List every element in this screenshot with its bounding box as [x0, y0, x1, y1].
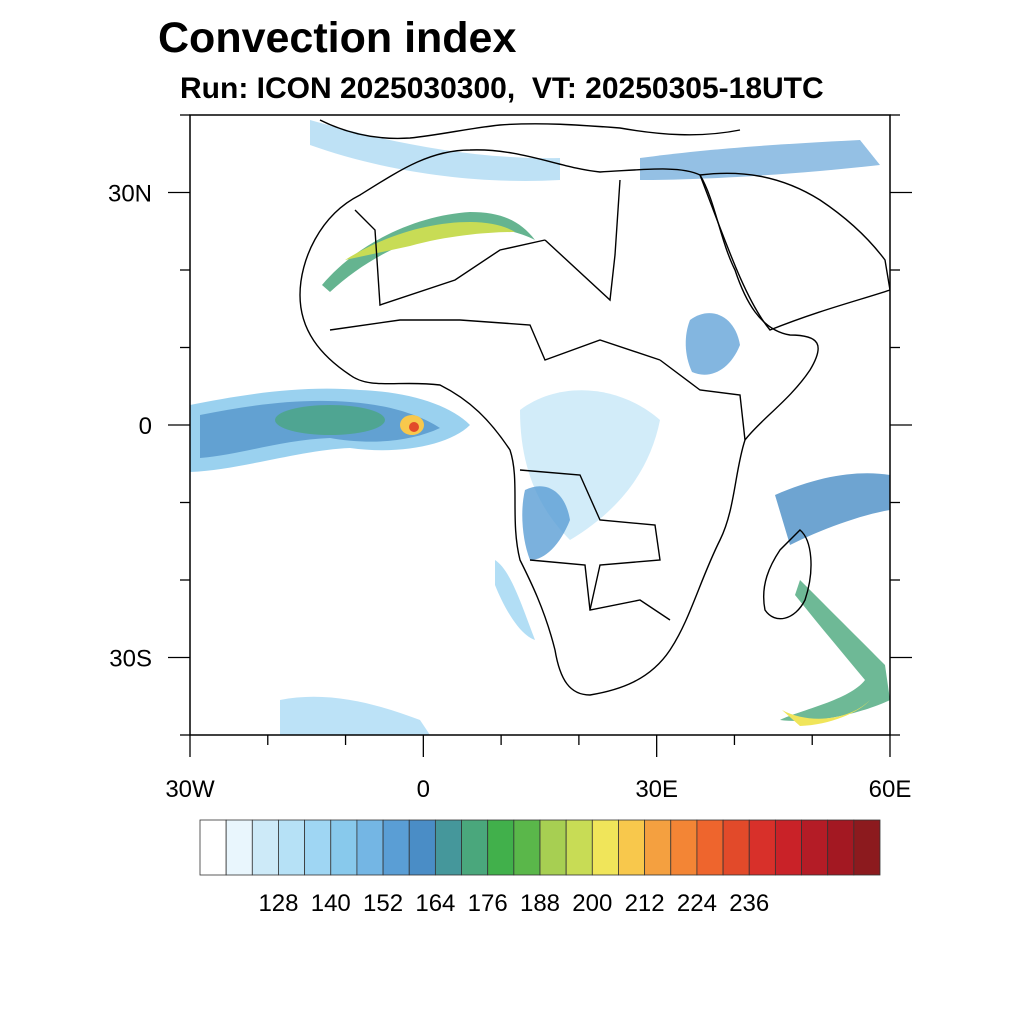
lon-tick-label: 30E [635, 776, 678, 803]
colorbar-label: 128 [258, 890, 298, 917]
field-indian-ocean [775, 473, 890, 545]
lon-tick-label: 0 [417, 776, 430, 803]
colorbar-swatch [591, 819, 619, 876]
colorbar-swatch [513, 819, 541, 876]
colorbar-label: 152 [363, 890, 403, 917]
colorbar-swatch [696, 819, 724, 876]
colorbar-swatch [539, 819, 567, 876]
field-north-strip [310, 120, 560, 181]
field-mozambique-channel [780, 580, 890, 721]
africa-outline [299, 149, 819, 696]
field-sahara-band [322, 212, 535, 292]
field-angola [522, 486, 570, 560]
colorbar-swatch [330, 819, 358, 876]
field-atlantic-hotspot-core [409, 422, 419, 432]
colorbar-swatch [225, 819, 253, 876]
colorbar-swatch [382, 819, 410, 876]
lat-tick-label: 30S [109, 646, 152, 673]
colorbar-swatch [356, 819, 384, 876]
convection-field [190, 120, 890, 735]
colorbar: 128 140 152 164 176 188 200 212 224 236 [199, 819, 881, 917]
colorbar-label: 188 [520, 890, 560, 917]
border-southern [529, 559, 671, 621]
colorbar-swatch [722, 819, 750, 876]
colorbar-label: 140 [311, 890, 351, 917]
lat-tick-label: 0 [139, 413, 152, 440]
colorbar-swatch [644, 819, 672, 876]
colorbar-swatch [461, 819, 489, 876]
field-south-atlantic [280, 696, 430, 735]
europe-coast [319, 119, 741, 140]
colorbar-swatch [774, 819, 802, 876]
colorbar-swatch [199, 819, 227, 876]
colorbar-swatch [408, 819, 436, 876]
field-southern-yellow [782, 700, 870, 726]
colorbar-label: 164 [415, 890, 455, 917]
colorbar-swatch [278, 819, 306, 876]
lon-tick-label: 30W [165, 776, 215, 803]
madagascar-outline [763, 529, 812, 620]
colorbar-swatch [487, 819, 515, 876]
colorbar-label: 212 [625, 890, 665, 917]
colorbar-label: 176 [468, 890, 508, 917]
colorbar-swatch [251, 819, 279, 876]
colorbar-swatch [304, 819, 332, 876]
border-central [544, 179, 621, 302]
border-central-south [519, 469, 661, 611]
border-west [354, 209, 546, 306]
colorbar-swatch [748, 819, 776, 876]
colorbar-swatch [801, 819, 829, 876]
colorbar-label: 236 [729, 890, 769, 917]
field-med-strip [640, 140, 880, 180]
plot-subtitle: Run: ICON 2025030300, VT: 20250305-18UTC [180, 72, 824, 105]
lon-tick-label: 60E [869, 776, 912, 803]
coastlines [299, 119, 890, 696]
field-southwest-coast [495, 560, 535, 640]
border-east [659, 359, 746, 441]
colorbar-label: 200 [572, 890, 612, 917]
colorbar-swatch [618, 819, 646, 876]
colorbar-swatch [853, 819, 881, 876]
plot-title: Convection index [158, 14, 517, 62]
arabia-outline [699, 172, 890, 331]
colorbar-swatch [827, 819, 855, 876]
colorbar-label: 224 [677, 890, 717, 917]
border-sahel [329, 319, 661, 361]
lat-tick-label: 30N [108, 181, 152, 208]
colorbar-swatch [434, 819, 462, 876]
axis-ticks: 30W 0 30E 60E 30N 0 30S [108, 114, 912, 803]
colorbar-swatch [565, 819, 593, 876]
field-ethiopia [685, 313, 740, 375]
colorbar-swatch [670, 819, 698, 876]
field-sahara-core [345, 222, 515, 260]
field-atlantic-green [275, 405, 385, 435]
